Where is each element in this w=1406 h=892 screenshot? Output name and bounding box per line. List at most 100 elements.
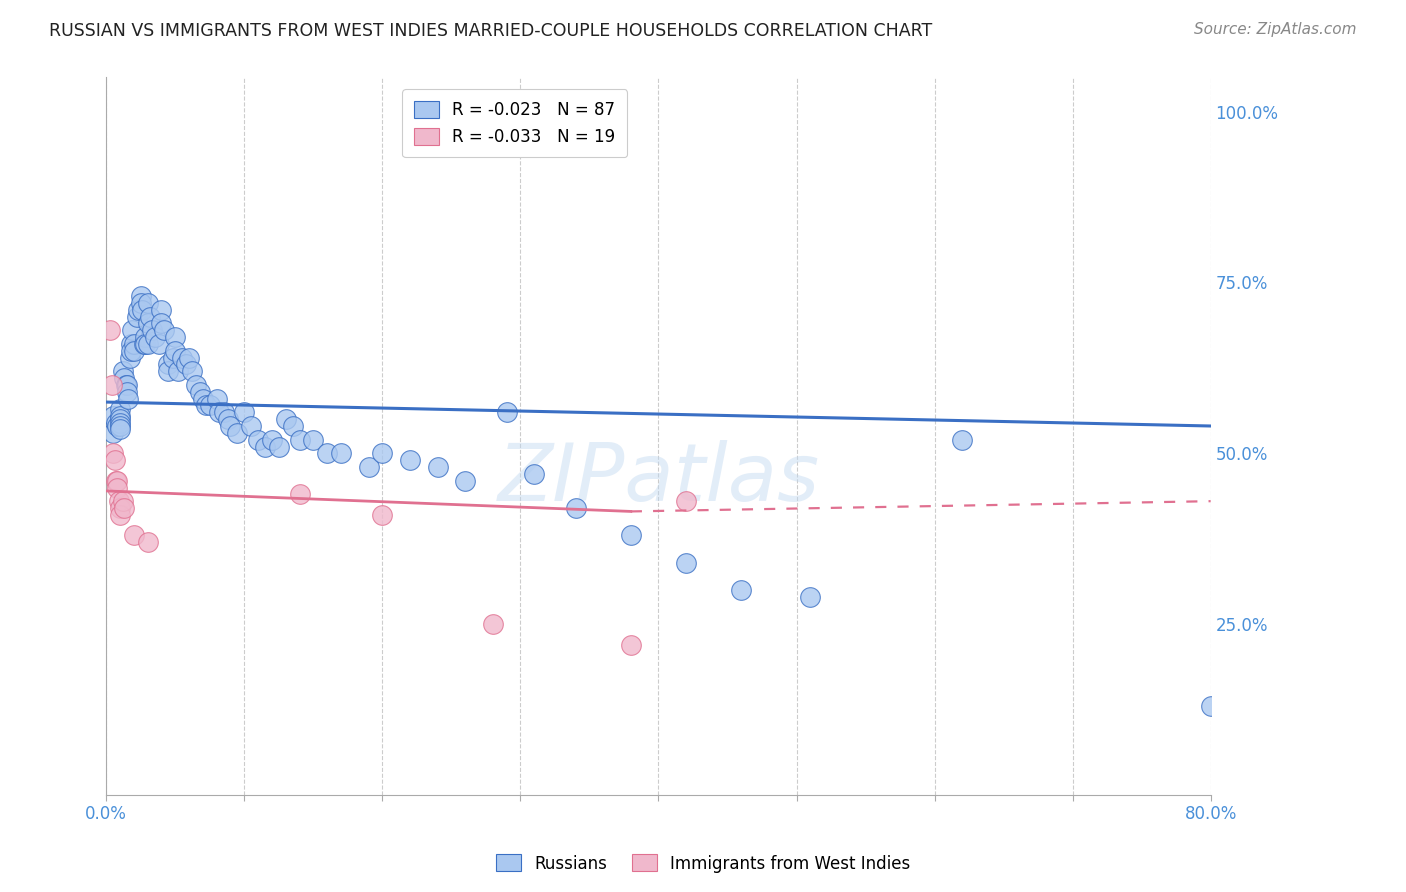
Point xyxy=(180,364,202,378)
Point xyxy=(247,433,270,447)
Point xyxy=(950,433,973,447)
Point xyxy=(108,409,131,423)
Point xyxy=(141,323,163,337)
Point xyxy=(162,351,184,365)
Point xyxy=(799,590,821,604)
Point xyxy=(212,405,235,419)
Point xyxy=(139,310,162,324)
Point xyxy=(122,337,145,351)
Point xyxy=(426,460,449,475)
Point xyxy=(105,481,128,495)
Point xyxy=(100,323,122,337)
Point xyxy=(105,419,128,434)
Point xyxy=(620,638,643,652)
Point xyxy=(267,440,290,454)
Point xyxy=(108,412,131,426)
Point xyxy=(454,474,477,488)
Point xyxy=(495,405,517,419)
Point xyxy=(108,508,131,522)
Point xyxy=(150,317,173,331)
Point xyxy=(131,302,153,317)
Point xyxy=(274,412,297,426)
Point xyxy=(111,494,134,508)
Point xyxy=(134,330,156,344)
Point xyxy=(122,528,145,542)
Point xyxy=(191,392,214,406)
Point xyxy=(157,364,180,378)
Point xyxy=(129,296,152,310)
Point xyxy=(101,425,124,440)
Point xyxy=(148,337,170,351)
Point xyxy=(172,351,194,365)
Point xyxy=(288,433,311,447)
Point xyxy=(125,310,148,324)
Point xyxy=(281,419,304,434)
Point xyxy=(112,371,135,385)
Point xyxy=(675,494,697,508)
Point xyxy=(136,296,159,310)
Point xyxy=(122,343,145,358)
Text: ZIPatlas: ZIPatlas xyxy=(498,441,820,518)
Text: RUSSIAN VS IMMIGRANTS FROM WEST INDIES MARRIED-COUPLE HOUSEHOLDS CORRELATION CHA: RUSSIAN VS IMMIGRANTS FROM WEST INDIES M… xyxy=(49,22,932,40)
Point xyxy=(620,528,643,542)
Point xyxy=(165,343,187,358)
Point xyxy=(105,474,128,488)
Point xyxy=(134,337,156,351)
Point xyxy=(143,330,166,344)
Point xyxy=(112,501,135,516)
Point xyxy=(114,378,136,392)
Point xyxy=(198,399,221,413)
Point xyxy=(120,337,142,351)
Point xyxy=(153,323,176,337)
Point xyxy=(302,433,325,447)
Point xyxy=(165,330,187,344)
Point xyxy=(564,501,586,516)
Legend: Russians, Immigrants from West Indies: Russians, Immigrants from West Indies xyxy=(489,847,917,880)
Point xyxy=(730,582,752,597)
Point xyxy=(103,453,125,467)
Point xyxy=(127,302,149,317)
Point xyxy=(226,425,249,440)
Text: Source: ZipAtlas.com: Source: ZipAtlas.com xyxy=(1194,22,1357,37)
Point xyxy=(108,401,131,416)
Point xyxy=(1199,699,1222,714)
Point xyxy=(399,453,422,467)
Point xyxy=(129,289,152,303)
Point xyxy=(136,337,159,351)
Point xyxy=(253,440,276,454)
Point xyxy=(136,535,159,549)
Point xyxy=(233,405,256,419)
Point xyxy=(132,337,155,351)
Point xyxy=(115,378,138,392)
Point xyxy=(108,422,131,436)
Point xyxy=(117,392,139,406)
Point xyxy=(523,467,546,481)
Point xyxy=(208,405,231,419)
Point xyxy=(260,433,283,447)
Point xyxy=(111,364,134,378)
Point xyxy=(371,508,394,522)
Point xyxy=(194,399,217,413)
Point xyxy=(104,474,127,488)
Point xyxy=(176,358,198,372)
Point xyxy=(101,409,124,423)
Point xyxy=(150,302,173,317)
Point xyxy=(104,416,127,430)
Point xyxy=(240,419,263,434)
Point xyxy=(177,351,200,365)
Point xyxy=(118,351,141,365)
Point xyxy=(205,392,228,406)
Point xyxy=(107,494,129,508)
Point xyxy=(157,358,180,372)
Point xyxy=(675,556,697,570)
Point xyxy=(101,446,124,460)
Point xyxy=(108,416,131,430)
Legend: R = -0.023   N = 87, R = -0.033   N = 19: R = -0.023 N = 87, R = -0.033 N = 19 xyxy=(402,89,627,157)
Point xyxy=(481,617,503,632)
Point xyxy=(357,460,380,475)
Point xyxy=(120,343,142,358)
Point xyxy=(184,378,207,392)
Point xyxy=(188,384,211,399)
Point xyxy=(371,446,394,460)
Point xyxy=(167,364,190,378)
